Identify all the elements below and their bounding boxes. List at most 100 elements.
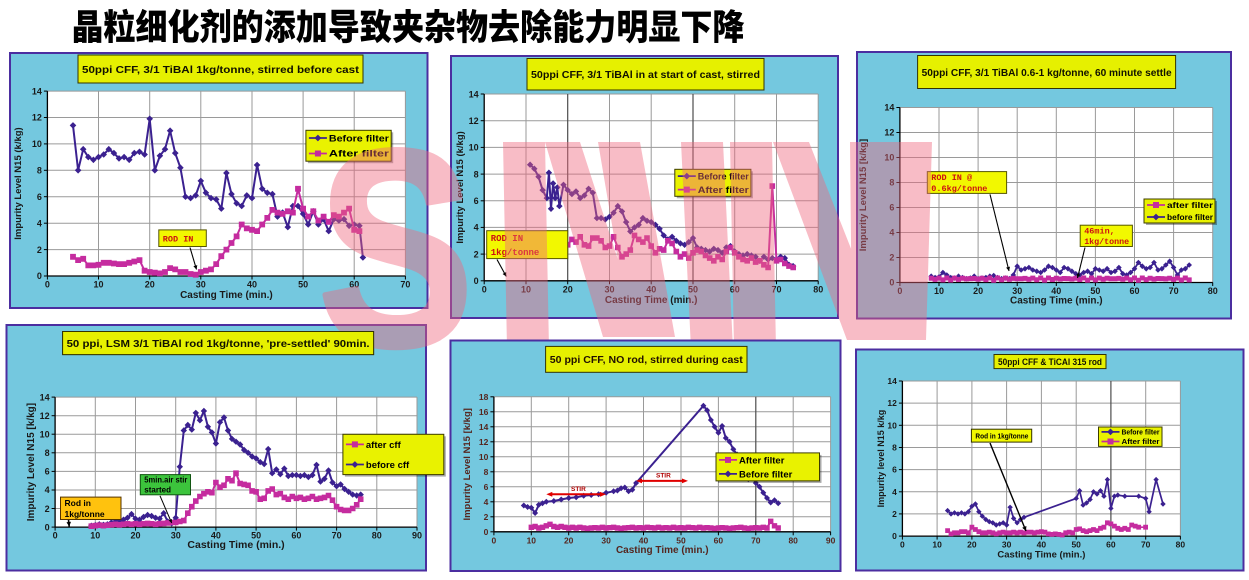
- svg-text:12: 12: [887, 398, 897, 408]
- svg-text:30: 30: [196, 280, 206, 290]
- svg-text:12: 12: [32, 113, 42, 123]
- svg-text:2: 2: [484, 512, 489, 522]
- svg-text:4: 4: [889, 228, 894, 238]
- svg-text:50ppi CFF, 3/1 TiBAl 1kg/tonn: 50ppi CFF, 3/1 TiBAl 1kg/tonne, stirred …: [82, 64, 360, 76]
- svg-text:ROD IN: ROD IN: [163, 234, 194, 244]
- svg-text:10: 10: [90, 531, 100, 541]
- svg-text:50: 50: [251, 531, 261, 541]
- svg-text:Casting Time (min.): Casting Time (min.): [997, 550, 1085, 561]
- svg-text:70: 70: [400, 280, 410, 290]
- svg-text:Impurity Level N15 (k/kg): Impurity Level N15 (k/kg): [13, 127, 24, 239]
- svg-text:46min,: 46min,: [1084, 227, 1115, 237]
- svg-text:10: 10: [932, 540, 942, 550]
- svg-text:after cff: after cff: [366, 440, 402, 451]
- svg-text:After filter: After filter: [1122, 437, 1160, 446]
- svg-text:0.6kg/tonne: 0.6kg/tonne: [931, 184, 987, 194]
- svg-text:40: 40: [1037, 540, 1047, 550]
- svg-text:2: 2: [892, 509, 897, 519]
- svg-text:80: 80: [813, 284, 823, 294]
- svg-text:6: 6: [37, 192, 42, 202]
- svg-text:Before filter: Before filter: [739, 469, 793, 480]
- svg-text:2: 2: [474, 249, 479, 259]
- svg-text:Casting Time (min.): Casting Time (min.): [187, 539, 284, 551]
- svg-text:0: 0: [484, 527, 489, 537]
- svg-text:30: 30: [1002, 540, 1012, 550]
- svg-text:10: 10: [884, 153, 894, 163]
- svg-text:70: 70: [1169, 286, 1179, 296]
- svg-text:50: 50: [688, 284, 698, 294]
- svg-text:60: 60: [349, 280, 359, 290]
- svg-text:30: 30: [601, 535, 611, 545]
- svg-text:70: 70: [332, 531, 342, 541]
- svg-text:1kg/tonne: 1kg/tonne: [491, 248, 540, 258]
- svg-text:ROD IN @: ROD IN @: [931, 173, 972, 183]
- svg-text:Impurity Level N15 (k/kg): Impurity Level N15 (k/kg): [455, 131, 466, 243]
- svg-text:After filter: After filter: [329, 149, 390, 159]
- svg-text:2: 2: [37, 245, 42, 255]
- svg-text:10: 10: [934, 286, 944, 296]
- svg-text:8: 8: [37, 166, 42, 176]
- svg-text:10: 10: [479, 452, 489, 462]
- svg-text:90: 90: [412, 531, 422, 541]
- svg-text:6: 6: [45, 467, 50, 477]
- svg-text:4: 4: [474, 223, 479, 233]
- svg-text:STIR: STIR: [571, 486, 586, 493]
- svg-text:after filter: after filter: [1167, 200, 1214, 210]
- svg-text:20: 20: [145, 280, 155, 290]
- svg-text:Before filter: Before filter: [1122, 427, 1160, 436]
- svg-text:8: 8: [474, 169, 479, 179]
- svg-text:Casting Time (min.): Casting Time (min.): [605, 295, 698, 306]
- svg-text:70: 70: [1141, 540, 1151, 550]
- svg-text:4: 4: [37, 218, 42, 228]
- svg-text:60: 60: [291, 531, 301, 541]
- svg-text:20: 20: [967, 540, 977, 550]
- svg-text:30: 30: [1012, 286, 1022, 296]
- svg-text:14: 14: [884, 103, 894, 113]
- svg-text:50 ppi CFF, NO rod, stirred du: 50 ppi CFF, NO rod, stirred during cast: [550, 355, 744, 366]
- svg-text:5min.air stir: 5min.air stir: [144, 476, 187, 485]
- svg-text:80: 80: [1208, 286, 1218, 296]
- svg-text:0: 0: [897, 286, 902, 296]
- svg-text:12: 12: [479, 437, 489, 447]
- svg-text:10: 10: [521, 284, 531, 294]
- svg-text:30: 30: [604, 284, 614, 294]
- svg-text:10: 10: [527, 535, 537, 545]
- svg-text:6: 6: [892, 465, 897, 475]
- svg-text:50ppi CFF & TiCAl 315 rod: 50ppi CFF & TiCAl 315 rod: [998, 357, 1102, 368]
- svg-text:20: 20: [973, 286, 983, 296]
- svg-text:ROD IN: ROD IN: [491, 234, 523, 244]
- svg-text:30: 30: [171, 531, 181, 541]
- svg-text:70: 70: [771, 284, 781, 294]
- svg-text:50: 50: [1071, 540, 1081, 550]
- svg-text:50: 50: [1090, 286, 1100, 296]
- svg-text:8: 8: [892, 443, 897, 453]
- svg-text:Rod in: Rod in: [65, 498, 91, 508]
- svg-text:before cff: before cff: [366, 460, 410, 471]
- svg-text:4: 4: [892, 487, 897, 497]
- svg-text:80: 80: [372, 531, 382, 541]
- svg-text:10: 10: [93, 280, 103, 290]
- svg-text:20: 20: [564, 535, 574, 545]
- svg-text:10: 10: [32, 139, 42, 149]
- svg-text:2: 2: [889, 253, 894, 263]
- svg-text:0: 0: [37, 271, 42, 281]
- svg-text:10: 10: [40, 430, 50, 440]
- svg-text:8: 8: [889, 178, 894, 188]
- svg-text:50ppi CFF, 3/1 TiBAl 0.6-1 kg/: 50ppi CFF, 3/1 TiBAl 0.6-1 kg/tonne, 60 …: [922, 67, 1172, 79]
- svg-text:16: 16: [479, 407, 489, 417]
- svg-text:After filter: After filter: [739, 455, 785, 466]
- svg-text:40: 40: [646, 284, 656, 294]
- svg-text:14: 14: [32, 86, 42, 96]
- svg-text:0: 0: [482, 284, 487, 294]
- svg-text:12: 12: [40, 411, 50, 421]
- svg-text:10: 10: [887, 420, 897, 430]
- svg-text:20: 20: [563, 284, 573, 294]
- svg-text:Casting Time (min.): Casting Time (min.): [180, 290, 273, 301]
- svg-text:0: 0: [53, 531, 58, 541]
- svg-text:70: 70: [751, 535, 761, 545]
- svg-text:40: 40: [211, 531, 221, 541]
- svg-text:12: 12: [469, 116, 479, 126]
- svg-text:0: 0: [45, 522, 50, 532]
- svg-text:80: 80: [788, 535, 798, 545]
- svg-text:80: 80: [1176, 540, 1186, 550]
